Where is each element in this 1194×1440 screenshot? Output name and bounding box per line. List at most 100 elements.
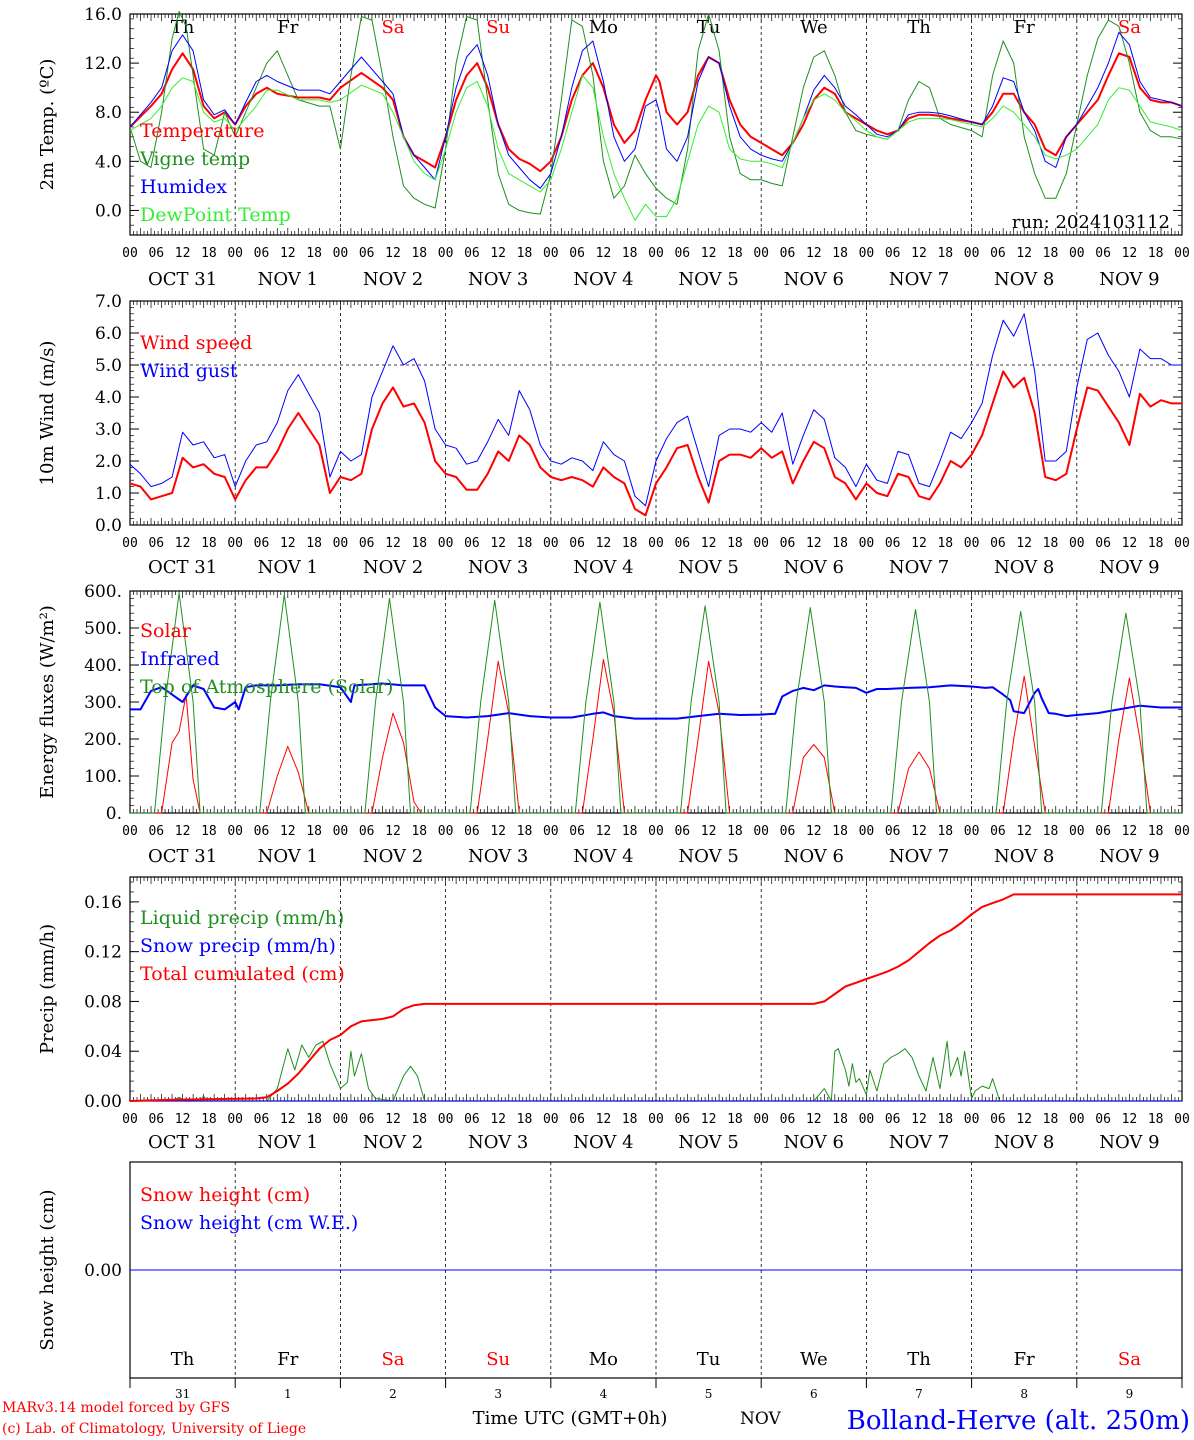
y-tick-label: 4.0 [95,388,122,408]
hour-label: 18 [832,246,848,261]
hour-label: 00 [227,246,243,261]
hour-label: 12 [911,824,927,839]
day-number: 3 [494,1387,502,1401]
hour-label: 12 [1016,824,1032,839]
series-line [129,74,1183,221]
hour-label: 06 [464,824,480,839]
hour-label: 12 [280,246,296,261]
day-label: NOV 9 [1099,269,1159,290]
hour-label: 18 [937,536,953,551]
y-tick-label: 0.12 [84,943,122,963]
legend-entry: Snow height (cm) [140,1184,310,1206]
hour-label: 06 [464,1112,480,1127]
hour-label: 06 [1095,246,1111,261]
hour-label: 00 [1069,536,1085,551]
hour-label: 00 [964,536,980,551]
legend-entry: Top of Atmosphere (Solar) [140,676,393,698]
y-tick-label: 5.0 [95,356,122,376]
hour-label: 18 [517,536,533,551]
hour-label: 06 [885,1112,901,1127]
hour-label: 18 [1043,824,1059,839]
day-label: NOV 3 [468,557,528,578]
day-number: 1 [284,1387,292,1401]
hour-label: 12 [911,536,927,551]
legend-entry: Snow height (cm W.E.) [140,1212,358,1234]
hour-label: 06 [359,824,375,839]
legend-entry: Wind gust [140,360,238,382]
series-line [129,313,1182,507]
hour-label: 00 [1174,536,1190,551]
hour-label: 00 [648,246,664,261]
hour-label: 06 [674,246,690,261]
y-axis-label: Snow height (cm) [37,1189,58,1350]
weekday-label: Sa [381,17,404,38]
hour-label: 18 [1043,1112,1059,1127]
legend-entry: Temperature [140,120,264,142]
day-number: 5 [705,1387,713,1401]
hour-label: 06 [148,536,164,551]
weekday-label: Fr [277,1349,298,1370]
hour-label: 18 [411,246,427,261]
weekday-label: Mo [589,17,618,38]
hour-label: 00 [1174,1112,1190,1127]
hour-label: 12 [1122,536,1138,551]
hour-label: 18 [306,1112,322,1127]
y-tick-label: 6.0 [95,324,122,344]
hour-label: 12 [280,536,296,551]
y-tick-label: 16.0 [84,5,122,25]
day-label: NOV 1 [258,846,318,867]
day-label: NOV 8 [994,269,1054,290]
legend-entry: DewPoint Temp [140,204,291,226]
hour-label: 06 [359,536,375,551]
hour-label: 12 [596,246,612,261]
hour-label: 12 [806,824,822,839]
month-label: NOV [740,1409,782,1429]
hour-label: 06 [254,536,270,551]
hour-label: 12 [596,824,612,839]
hour-label: 18 [622,536,638,551]
legend-entry: Humidex [140,176,227,198]
day-label: OCT 31 [148,269,217,290]
hour-label: 12 [806,1112,822,1127]
y-tick-label: 200. [84,730,122,750]
y-axis-label: 2m Temp. (ºC) [37,59,58,191]
series-line [130,659,1182,814]
hour-label: 12 [280,824,296,839]
hour-label: 12 [1016,536,1032,551]
hour-label: 06 [780,1112,796,1127]
weekday-label: We [800,17,828,38]
hour-label: 12 [385,536,401,551]
y-tick-label: 600. [84,582,122,602]
hour-label: 18 [727,246,743,261]
hour-label: 12 [911,1112,927,1127]
day-label: NOV 6 [784,1132,844,1153]
weekday-label: Tu [697,1349,721,1370]
series-line [130,592,1182,814]
hour-label: 12 [596,1112,612,1127]
day-label: NOV 3 [468,269,528,290]
hour-label: 00 [122,536,138,551]
day-label: NOV 2 [363,846,423,867]
day-number: 31 [175,1387,190,1401]
hour-label: 12 [280,1112,296,1127]
hour-label: 06 [885,824,901,839]
weekday-label: We [800,1349,828,1370]
hour-label: 00 [648,536,664,551]
y-tick-label: 0.0 [95,201,122,221]
y-tick-label: 0.08 [84,992,122,1012]
series-line [130,682,1182,720]
model-credit: MARv3.14 model forced by GFS [2,1400,230,1416]
day-label: NOV 2 [363,557,423,578]
hour-label: 12 [806,536,822,551]
plot-frame [129,300,1183,526]
hour-label: 18 [622,824,638,839]
day-number: 7 [915,1387,923,1401]
hour-label: 06 [359,1112,375,1127]
hour-label: 18 [832,1112,848,1127]
day-label: OCT 31 [148,1132,217,1153]
hour-label: 00 [859,536,875,551]
day-label: NOV 8 [994,1132,1054,1153]
hour-label: 00 [859,246,875,261]
y-tick-label: 0.04 [84,1042,122,1062]
